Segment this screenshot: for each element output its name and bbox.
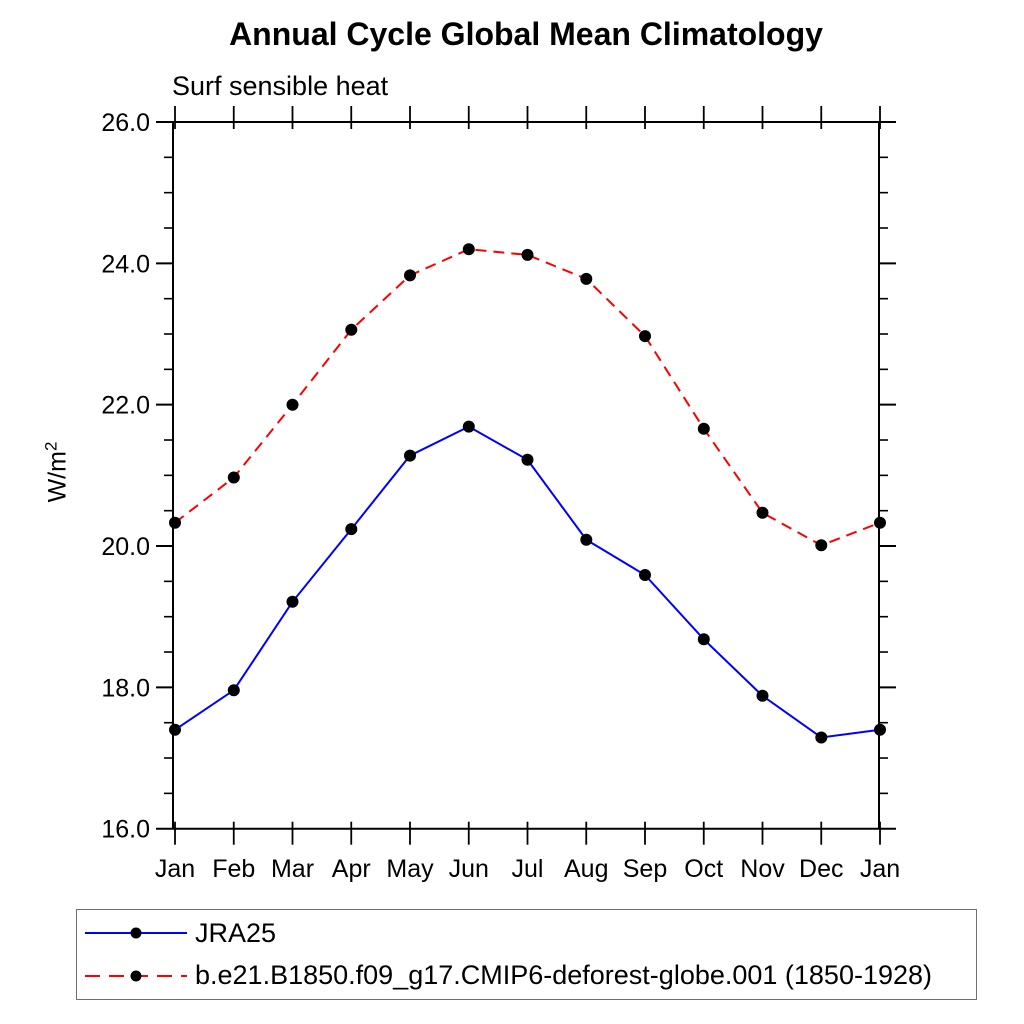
x-tick-label: Aug <box>564 855 608 883</box>
x-tick-label: Nov <box>740 855 785 883</box>
data-point-series-0 <box>756 689 769 702</box>
data-point-series-0 <box>580 533 593 546</box>
legend-row-deforest: b.e21.B1850.f09_g17.CMIP6-deforest-globe… <box>77 959 976 993</box>
legend-box: JRA25 b.e21.B1850.f09_g17.CMIP6-deforest… <box>76 909 977 1000</box>
legend-label-jra25: JRA25 <box>195 917 277 948</box>
data-point-series-0 <box>345 523 358 536</box>
x-tick-label: Dec <box>799 855 843 883</box>
data-point-series-1 <box>521 248 534 261</box>
data-point-series-1 <box>815 539 828 552</box>
data-point-series-1 <box>874 516 886 529</box>
data-point-series-1 <box>404 269 416 282</box>
data-point-series-1 <box>286 398 299 411</box>
x-tick-label: Jun <box>449 855 489 883</box>
legend-row-jra25: JRA25 <box>77 916 976 950</box>
data-point-series-1 <box>580 272 593 285</box>
x-tick-label: Feb <box>212 855 255 883</box>
data-point-series-0 <box>404 449 416 462</box>
data-point-series-0 <box>462 420 475 433</box>
y-tick-label: 26.0 <box>101 109 150 137</box>
y-tick-label: 18.0 <box>101 674 150 702</box>
legend-label-deforest: b.e21.B1850.f09_g17.CMIP6-deforest-globe… <box>195 960 933 991</box>
data-point-series-0 <box>697 633 710 646</box>
data-point-series-0 <box>874 723 886 736</box>
data-point-series-1 <box>756 506 769 519</box>
x-tick-label: Jul <box>512 855 544 883</box>
data-point-series-0 <box>286 595 299 608</box>
x-tick-label: May <box>386 855 434 883</box>
data-point-series-1 <box>462 243 475 256</box>
data-point-series-1 <box>169 516 181 529</box>
x-tick-label: Jan <box>155 855 195 883</box>
data-point-series-0 <box>169 723 181 736</box>
y-tick-label: 20.0 <box>101 533 150 561</box>
x-tick-label: Oct <box>684 855 723 883</box>
y-tick-label: 24.0 <box>101 250 150 278</box>
data-point-series-1 <box>639 330 651 343</box>
x-tick-label: Sep <box>623 855 667 883</box>
y-tick-label: 22.0 <box>101 392 150 420</box>
data-point-series-0 <box>815 731 828 744</box>
series-line-0 <box>174 425 881 739</box>
legend-line-sample-dashed <box>85 970 187 982</box>
data-point-series-0 <box>521 453 534 466</box>
data-point-series-1 <box>345 323 358 336</box>
x-tick-label: Apr <box>332 855 371 883</box>
x-tick-label: Jan <box>860 855 900 883</box>
data-point-series-1 <box>227 471 240 484</box>
y-tick-label: 16.0 <box>101 816 150 844</box>
chart-title: Annual Cycle Global Mean Climatology <box>229 16 823 52</box>
legend-marker-dot <box>130 927 142 939</box>
chart-subtitle: Surf sensible heat <box>172 71 389 101</box>
legend-marker-dot <box>130 970 142 982</box>
series-line-1 <box>174 248 881 547</box>
legend-line-sample-solid <box>85 927 187 939</box>
data-point-series-1 <box>697 422 710 435</box>
data-point-series-0 <box>227 684 240 697</box>
x-tick-label: Mar <box>271 855 314 883</box>
data-point-series-0 <box>639 569 651 581</box>
